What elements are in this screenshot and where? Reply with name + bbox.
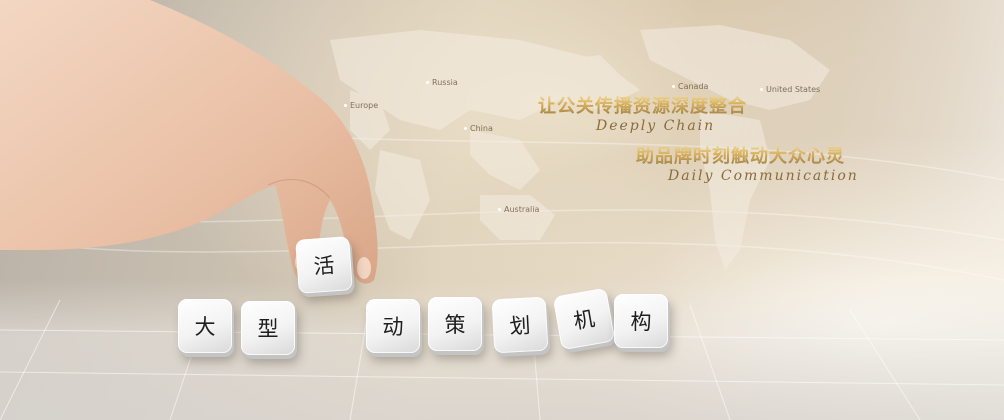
cube-2-label: 型 bbox=[257, 317, 279, 341]
cube-1-label: 大 bbox=[194, 315, 216, 339]
cube-6: 划 bbox=[491, 296, 549, 354]
map-label-china: China bbox=[464, 124, 493, 133]
map-label-europe: Europe bbox=[344, 101, 378, 110]
headline-line-1: 让公关传播资源深度整合 bbox=[538, 92, 747, 118]
map-label-russia: Russia bbox=[426, 78, 458, 87]
headline-line-1-script: Deeply Chain bbox=[596, 118, 716, 134]
cube-8: 构 bbox=[614, 294, 668, 348]
cube-7: 机 bbox=[552, 287, 616, 351]
cube-3-label: 活 bbox=[312, 253, 336, 279]
cube-3: 活 bbox=[295, 236, 353, 294]
cube-4-label: 动 bbox=[382, 315, 404, 339]
cube-5-label: 策 bbox=[444, 313, 466, 337]
headline-line-2: 助品牌时刻触动大众心灵 bbox=[636, 142, 845, 168]
headline-line-2-script: Daily Communication bbox=[668, 168, 859, 184]
cube-2: 型 bbox=[241, 301, 295, 355]
map-label-australia: Australia bbox=[498, 205, 539, 214]
cube-1: 大 bbox=[178, 299, 232, 353]
cube-4: 动 bbox=[366, 299, 420, 353]
cube-7-label: 机 bbox=[571, 306, 597, 334]
cube-6-label: 划 bbox=[508, 313, 532, 339]
cube-5: 策 bbox=[428, 297, 482, 351]
map-label-canada: Canada bbox=[672, 82, 708, 91]
map-label-united-states: United States bbox=[760, 85, 820, 94]
cube-8-label: 构 bbox=[630, 310, 652, 334]
